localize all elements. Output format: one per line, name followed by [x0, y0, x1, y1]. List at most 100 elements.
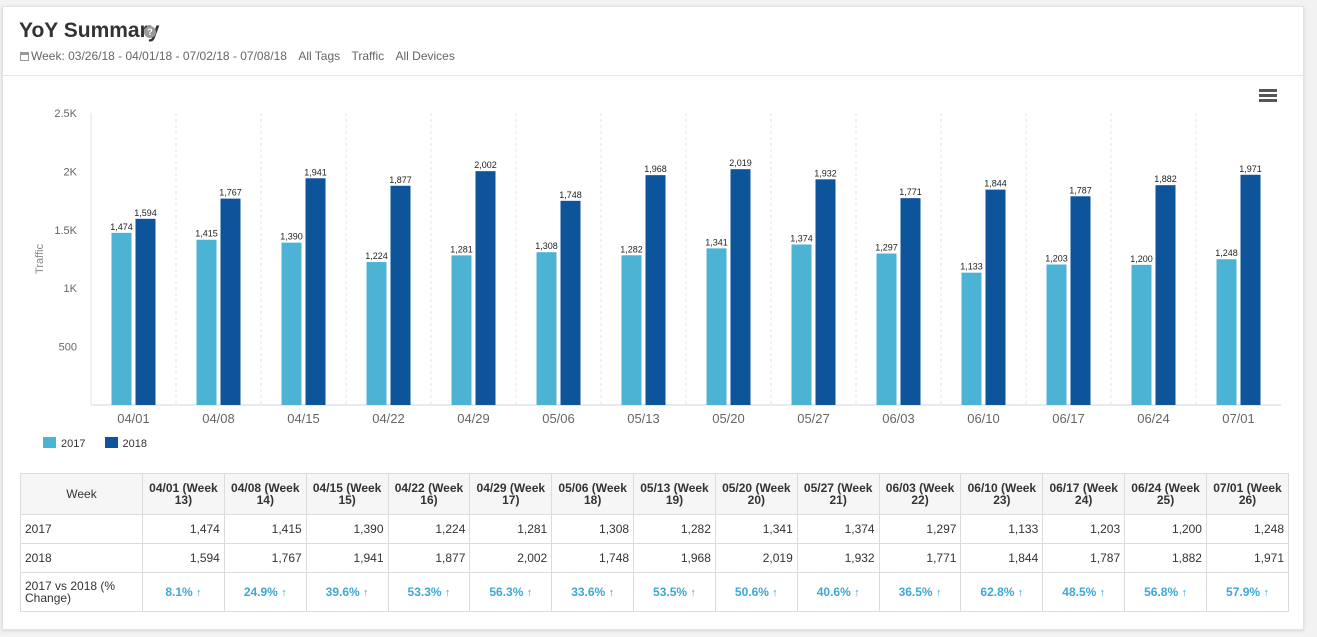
- arrow-up-icon: ↑: [444, 587, 451, 599]
- arrow-up-icon: ↑: [281, 587, 287, 599]
- devices-filter[interactable]: All Devices: [395, 49, 455, 63]
- y-tick-label: 2K: [64, 166, 78, 178]
- y-tick-label: 500: [59, 342, 77, 354]
- legend-label-2018: 2018: [122, 438, 148, 450]
- metric-filter[interactable]: Traffic: [351, 49, 385, 63]
- tags-filter[interactable]: All Tags: [298, 49, 341, 63]
- table-header-cell: 07/01 (Week 26): [1205, 473, 1290, 515]
- data-label-2017: 1,281: [450, 244, 473, 254]
- pct-change-cell: 62.8% ↑: [960, 572, 1044, 612]
- table-cell: 1,248: [1205, 514, 1290, 544]
- pct-change-cell: 33.6% ↑: [551, 572, 635, 612]
- table-cell: 2,002: [469, 543, 553, 573]
- x-tick-label: 05/20: [712, 411, 745, 426]
- bar-2017: [196, 239, 217, 405]
- table-cell: 1,941: [305, 543, 389, 573]
- table-cell: 1,877: [387, 543, 471, 573]
- bar-2017: [1131, 264, 1152, 405]
- table-row: 2018 1,594 1,767 1,941 1,877 2,002 1,748 1,968 2…: [20, 543, 1290, 573]
- table-cell: 1,844: [960, 543, 1044, 573]
- summary-table: Week 04/01 (Week 13) 04/08 (Week 14) 04/15…: [20, 473, 1290, 612]
- bar-2018: [900, 198, 921, 405]
- data-label-2017: 1,390: [280, 232, 303, 242]
- table-cell: 1,767: [223, 543, 307, 573]
- arrow-up-icon: ↑: [1099, 587, 1106, 599]
- bar-2018: [1070, 196, 1091, 405]
- table-cell: 2,019: [714, 543, 798, 573]
- pct-change-cell: 50.6% ↑: [714, 572, 798, 612]
- table-header-cell: 06/24 (Week 25): [1124, 473, 1207, 515]
- bar-2017: [111, 232, 132, 405]
- bar-2017: [791, 244, 812, 405]
- data-label-2018: 1,882: [1154, 174, 1177, 184]
- data-label-2017: 1,474: [110, 222, 133, 232]
- data-label-2018: 1,594: [134, 208, 157, 218]
- help-icon[interactable]: ?: [144, 26, 156, 38]
- table-cell: 1,882: [1124, 543, 1207, 573]
- date-range-filter[interactable]: Week: 03/26/18 - 04/01/18 - 07/02/18 - 0…: [31, 49, 287, 63]
- row-label: 2017 vs 2018 (% Change): [20, 572, 143, 612]
- arrow-up-icon: ↑: [608, 587, 615, 599]
- pct-change-cell: 53.3% ↑: [387, 572, 471, 612]
- table-cell: 1,224: [387, 514, 471, 544]
- arrow-up-icon: ↑: [526, 587, 533, 599]
- arrow-up-icon: ↑: [690, 587, 696, 599]
- legend-item-2018[interactable]: 2018: [104, 437, 148, 450]
- table-cell: 1,341: [714, 514, 798, 544]
- data-label-2018: 1,767: [219, 188, 242, 198]
- table-header-cell: 05/27 (Week 21): [796, 473, 880, 515]
- x-tick-label: 06/03: [882, 411, 915, 426]
- table-header-row: Week 04/01 (Week 13) 04/08 (Week 14) 04/15…: [20, 473, 1290, 515]
- bar-2018: [985, 189, 1006, 405]
- arrow-up-icon: ↑: [935, 587, 942, 599]
- table-cell: 1,308: [551, 514, 635, 544]
- bar-2017: [451, 255, 472, 405]
- table-cell: 1,932: [796, 543, 880, 573]
- row-label: 2017: [20, 514, 143, 544]
- table-header-cell: 04/01 (Week 13): [142, 473, 225, 515]
- chart-menu-icon[interactable]: [1259, 89, 1277, 103]
- x-tick-label: 05/27: [797, 411, 830, 426]
- y-axis-title: Traffic: [34, 244, 46, 274]
- table-header-cell: 04/08 (Week 14): [223, 473, 307, 515]
- table-cell: 1,594: [142, 543, 225, 573]
- table-header-cell: 05/20 (Week 20): [714, 473, 798, 515]
- data-label-2018: 2,019: [729, 158, 752, 168]
- bar-2017: [536, 252, 557, 405]
- table-cell: 1,415: [223, 514, 307, 544]
- pct-change-cell: 57.9% ↑: [1205, 572, 1290, 612]
- table-header-cell: 06/10 (Week 23): [960, 473, 1044, 515]
- data-label-2018: 1,748: [559, 190, 582, 200]
- data-label-2017: 1,308: [535, 241, 558, 251]
- arrow-up-icon: ↑: [363, 587, 369, 599]
- table-cell: 1,390: [305, 514, 389, 544]
- bar-2018: [390, 185, 411, 405]
- bar-2017: [1216, 259, 1237, 405]
- pct-change-cell: 36.5% ↑: [878, 572, 962, 612]
- table-cell: 1,474: [142, 514, 225, 544]
- x-tick-label: 04/22: [372, 411, 405, 426]
- bar-2018: [1240, 174, 1261, 405]
- table-row: 2017 1,474 1,415 1,390 1,224 1,281 1,308 1,282 1…: [20, 514, 1290, 544]
- table-cell: 1,281: [469, 514, 553, 544]
- data-label-2017: 1,248: [1215, 248, 1238, 258]
- data-label-2017: 1,297: [875, 243, 898, 253]
- table-cell: 1,282: [633, 514, 716, 544]
- bar-2018: [135, 218, 156, 405]
- x-tick-label: 07/01: [1222, 411, 1255, 426]
- legend-item-2017[interactable]: 2017: [43, 437, 85, 450]
- table-cell: 1,297: [878, 514, 962, 544]
- data-label-2017: 1,374: [790, 234, 813, 244]
- data-label-2017: 1,224: [365, 251, 388, 261]
- bar-2018: [815, 179, 836, 405]
- data-label-2017: 1,341: [705, 237, 728, 247]
- data-label-2017: 1,282: [620, 244, 643, 254]
- data-label-2018: 1,932: [814, 168, 837, 178]
- table-header-week: Week: [20, 473, 143, 515]
- bar-2017: [706, 248, 727, 405]
- legend-label-2017: 2017: [61, 438, 86, 450]
- table-header-cell: 05/06 (Week 18): [551, 473, 635, 515]
- bar-2017: [366, 262, 387, 405]
- table-header-cell: 06/17 (Week 24): [1042, 473, 1126, 515]
